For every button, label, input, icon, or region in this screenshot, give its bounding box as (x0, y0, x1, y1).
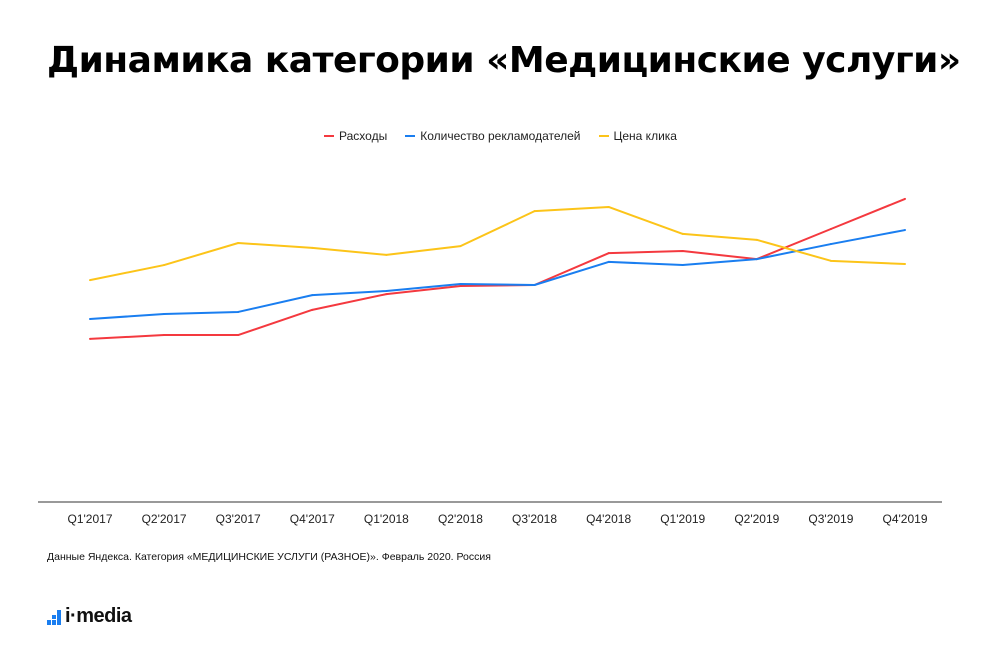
data-point (607, 205, 610, 208)
data-point (755, 258, 758, 261)
x-tick-label: Q4'2017 (290, 512, 335, 526)
x-tick-label: Q2'2018 (438, 512, 483, 526)
legend-swatch (405, 135, 416, 137)
x-tick-label: Q3'2017 (216, 512, 261, 526)
data-point (607, 260, 610, 263)
x-tick-label: Q3'2019 (808, 512, 853, 526)
data-point (385, 293, 388, 296)
x-tick-label: Q4'2019 (883, 512, 928, 526)
legend-label: Расходы (339, 129, 388, 143)
data-point (904, 197, 906, 200)
data-point (237, 242, 240, 244)
data-point (311, 294, 314, 297)
series-line-0 (89, 197, 906, 340)
x-tick-label: Q2'2019 (734, 512, 779, 526)
data-point (904, 229, 906, 232)
x-tick-label: Q4'2018 (586, 512, 631, 526)
data-point (829, 228, 832, 230)
x-tick-label: Q1'2018 (364, 512, 409, 526)
data-point (904, 263, 906, 265)
data-point (533, 284, 536, 286)
series-line-2 (89, 205, 906, 282)
data-point (385, 253, 388, 256)
legend-swatch (598, 135, 609, 137)
x-tick-label: Q2'2017 (142, 512, 187, 526)
data-point (89, 317, 91, 320)
legend-swatch (324, 135, 335, 137)
line-chart: Q1'2017 Q2'2017 Q3'2017 Q4'2017 Q1'2018 Q2'20… (38, 197, 942, 526)
data-point (89, 337, 91, 340)
data-point (755, 238, 758, 241)
data-point (459, 285, 462, 288)
source-note: Данные Яндекса. Категория «МЕДИЦИНСКИЕ У… (47, 551, 491, 563)
data-point (237, 334, 240, 337)
data-point (533, 210, 536, 213)
data-point (829, 243, 832, 246)
data-point (681, 264, 684, 267)
data-point (163, 313, 166, 316)
data-point (89, 279, 91, 282)
x-tick-label: Q3'2018 (512, 512, 557, 526)
chart-legend: Расходы Количество рекламодателей Цена к… (0, 129, 1001, 143)
page-title: Динамика категории «Медицинские услуги» (47, 40, 961, 81)
legend-item-expenses: Расходы (324, 129, 387, 143)
legend-label: Количество рекламодателей (420, 129, 581, 143)
data-point (607, 252, 610, 255)
data-point (237, 310, 240, 313)
data-point (163, 334, 166, 337)
data-point (163, 264, 166, 267)
data-point (311, 246, 314, 249)
legend-label: Цена клика (613, 129, 677, 143)
data-point (459, 282, 462, 285)
logo-bars-icon (47, 610, 61, 625)
data-point (459, 245, 462, 248)
x-tick-label: Q1'2017 (68, 512, 113, 526)
data-point (681, 250, 684, 253)
data-point (385, 289, 388, 292)
data-point (829, 259, 832, 262)
legend-item-cpc: Цена клика (598, 129, 677, 143)
imedia-logo: i·media (47, 606, 132, 626)
logo-text: i·media (65, 605, 132, 627)
legend-item-advertisers: Количество рекламодателей (405, 129, 581, 143)
data-point (311, 308, 314, 311)
series-line-1 (89, 229, 906, 320)
data-point (681, 232, 684, 235)
x-tick-label: Q1'2019 (660, 512, 705, 526)
